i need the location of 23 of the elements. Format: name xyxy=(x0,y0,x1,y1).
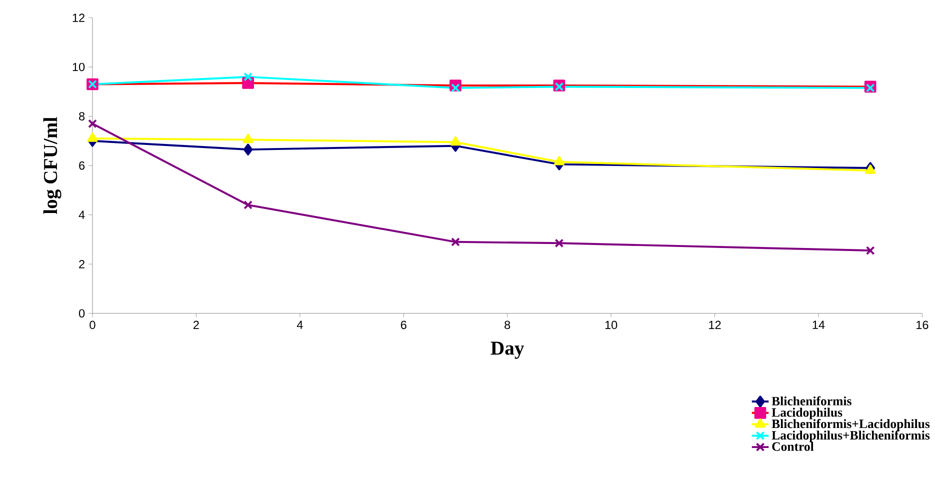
y-tick-label: 12 xyxy=(72,14,84,22)
x-axis-title: Day xyxy=(490,342,524,359)
x-tick-label: 4 xyxy=(296,320,303,329)
x-tick-label: 12 xyxy=(709,320,721,330)
x-tick-label: 0 xyxy=(90,320,96,330)
x-tick-label: 8 xyxy=(504,320,510,330)
y-tick-label: 2 xyxy=(79,260,84,268)
y-tick-label: 6 xyxy=(79,161,85,170)
x-tick-label: 2 xyxy=(194,320,199,330)
legend-label: Blicheniformis xyxy=(772,396,852,406)
y-tick-label: 10 xyxy=(72,62,85,72)
legend-label: Lacidophilus+Blicheniformis xyxy=(772,430,930,442)
y-tick-label: 8 xyxy=(79,112,85,120)
legend-label: Control xyxy=(772,442,814,451)
legend-label: Blicheniformis+Lacidophilus xyxy=(772,419,930,431)
y-tick-label: 0 xyxy=(78,309,85,318)
y-axis-title: log CFU/ml xyxy=(43,117,62,214)
y-tick-label: 4 xyxy=(78,210,85,219)
x-tick-label: 16 xyxy=(916,320,928,330)
x-tick-label: 10 xyxy=(605,320,618,330)
x-tick-label: 14 xyxy=(812,320,825,329)
legend-label: Lacidophilus xyxy=(772,408,842,420)
x-tick-label: 6 xyxy=(400,320,406,330)
